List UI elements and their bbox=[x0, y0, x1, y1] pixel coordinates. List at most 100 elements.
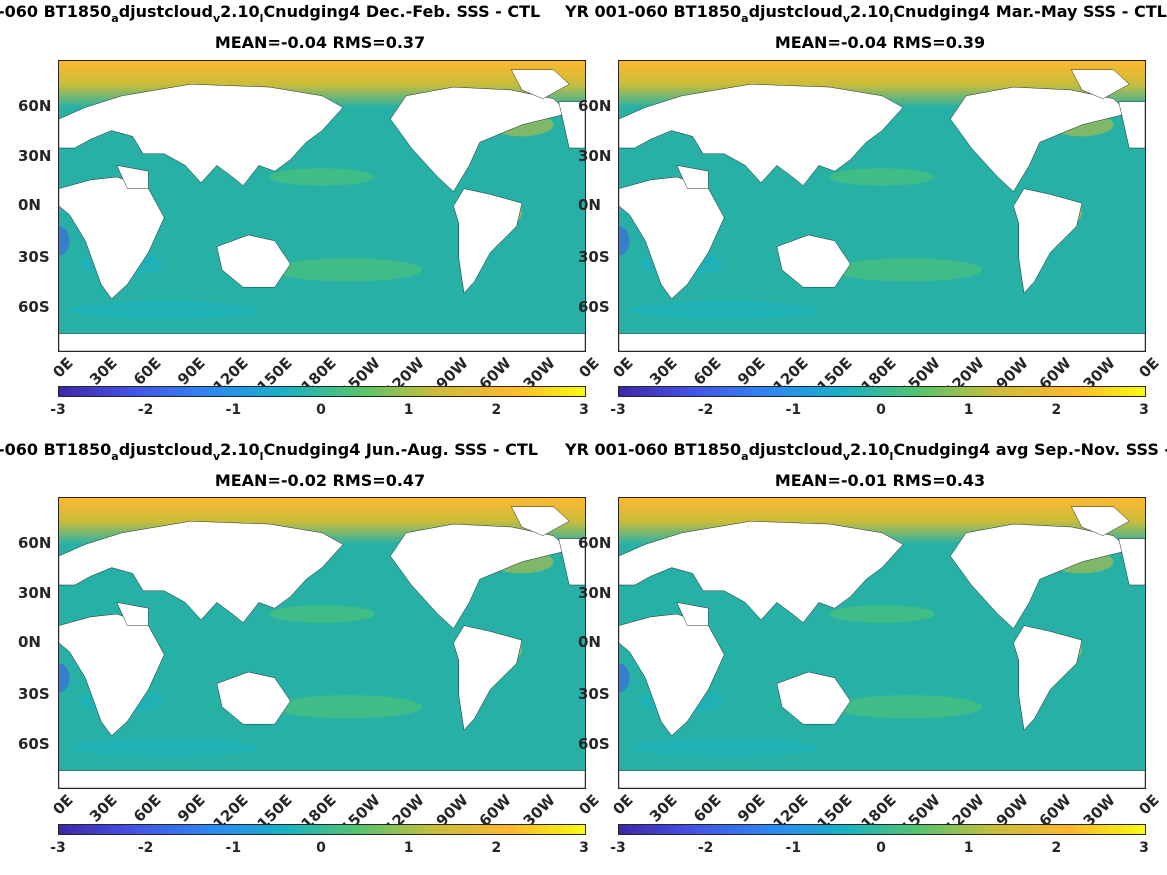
land-mass bbox=[777, 235, 851, 287]
land-mass bbox=[1071, 70, 1129, 99]
title-text: YR 001-060 BT1850 bbox=[565, 2, 742, 21]
anomaly-patch bbox=[829, 168, 935, 186]
lat-tick-label: 60N bbox=[18, 97, 52, 116]
title-subscript: a bbox=[741, 12, 749, 25]
lat-tick-label: 30N bbox=[578, 583, 612, 602]
lon-tick-label: 90E bbox=[733, 354, 769, 389]
title-text: Cnudging4 avg Sep.-Nov. SSS - CTL bbox=[893, 440, 1167, 459]
title-subscript: l bbox=[889, 12, 894, 25]
colorbar-tick-label: -3 bbox=[610, 840, 626, 856]
land-mass bbox=[390, 87, 569, 191]
colorbar-tick-label: 3 bbox=[1139, 840, 1149, 856]
title-text: djustcloud bbox=[748, 440, 843, 459]
colorbar-tick-label: -1 bbox=[225, 402, 242, 418]
map-plot bbox=[618, 497, 1146, 789]
lon-tick-label: 30E bbox=[645, 791, 681, 826]
land-mass bbox=[1014, 189, 1082, 293]
land-mass bbox=[217, 235, 291, 287]
lat-tick-label: 30N bbox=[18, 146, 52, 165]
title-text: -060 BT1850 bbox=[0, 2, 112, 21]
panel-title: -060 BT1850adjustcloudv2.10lCnudging4 De… bbox=[0, 2, 540, 25]
panel-title: -060 BT1850adjustcloudv2.10lCnudging4 Ju… bbox=[0, 440, 538, 463]
colorbar-tick-label: 2 bbox=[491, 402, 502, 418]
land-mass bbox=[1071, 507, 1129, 536]
land-mass bbox=[1119, 102, 1145, 148]
map-plot bbox=[58, 60, 586, 352]
land-mass bbox=[559, 539, 585, 585]
title-subscript: v bbox=[213, 12, 221, 25]
land-mass bbox=[619, 177, 724, 299]
lon-tick-label: 60E bbox=[129, 791, 165, 826]
title-text: 2.10 bbox=[220, 440, 260, 459]
panel-title: YR 001-060 BT1850adjustcloudv2.10lCnudgi… bbox=[565, 2, 1167, 25]
colorbar-tick-label: -3 bbox=[50, 840, 66, 856]
colorbar-tick-label: -2 bbox=[137, 840, 154, 856]
title-text: djustcloud bbox=[118, 440, 213, 459]
panel-stats: MEAN=-0.04 RMS=0.39 bbox=[774, 33, 986, 52]
title-subscript: v bbox=[842, 12, 851, 25]
panel-stats: MEAN=-0.02 RMS=0.47 bbox=[214, 471, 426, 490]
lon-tick-label: 0E bbox=[1135, 354, 1163, 382]
land-mass bbox=[59, 84, 343, 186]
lat-tick-label: 0N bbox=[578, 196, 601, 214]
land-mass bbox=[511, 507, 569, 536]
land-mass bbox=[950, 87, 1129, 191]
colorbar-tick-label: -1 bbox=[785, 402, 802, 418]
lat-tick-label: 30S bbox=[578, 685, 610, 704]
anomaly-patch bbox=[619, 663, 630, 693]
title-subscript: v bbox=[213, 450, 221, 463]
map-svg bbox=[59, 61, 585, 351]
colorbar-tick-label: 0 bbox=[316, 402, 326, 418]
colorbar-tick-label: -3 bbox=[610, 402, 626, 418]
lat-tick-label: 0N bbox=[18, 196, 41, 214]
land-mass bbox=[677, 165, 709, 188]
land-mass bbox=[619, 614, 724, 736]
title-subscript: l bbox=[259, 450, 264, 463]
panel-stats: MEAN=-0.01 RMS=0.43 bbox=[774, 471, 986, 490]
land-mass bbox=[619, 771, 1145, 788]
colorbar-tick-label: 0 bbox=[876, 840, 886, 856]
lon-tick-label: 30E bbox=[645, 354, 681, 389]
colorbar bbox=[58, 824, 586, 835]
anomaly-patch bbox=[274, 695, 422, 719]
lon-tick-label: 60E bbox=[689, 791, 725, 826]
colorbar-tick-label: -1 bbox=[785, 840, 802, 856]
land-mass bbox=[117, 602, 149, 625]
colorbar-tick-label: 3 bbox=[579, 840, 589, 856]
lat-tick-label: 30N bbox=[578, 146, 612, 165]
land-mass bbox=[1119, 539, 1145, 585]
lat-tick-label: 60N bbox=[18, 534, 52, 553]
map-svg bbox=[619, 61, 1145, 351]
anomaly-patch bbox=[829, 605, 935, 623]
anomaly-patch bbox=[269, 168, 375, 186]
colorbar-tick-label: 1 bbox=[403, 840, 414, 856]
title-text: 2.10 bbox=[220, 2, 260, 21]
colorbar-tick-label: -2 bbox=[697, 402, 714, 418]
colorbar-tick-label: 3 bbox=[1139, 402, 1149, 418]
lon-tick-label: 60E bbox=[689, 354, 725, 389]
anomaly-patch bbox=[834, 695, 982, 719]
land-mass bbox=[1014, 626, 1082, 730]
colorbar-tick-label: -2 bbox=[697, 840, 714, 856]
colorbar-tick-label: 2 bbox=[1051, 840, 1062, 856]
title-text: 2.10 bbox=[850, 2, 890, 21]
land-mass bbox=[59, 521, 343, 623]
lon-tick-label: 0E bbox=[49, 354, 77, 382]
land-mass bbox=[950, 524, 1129, 628]
lon-tick-label: 0E bbox=[1135, 791, 1163, 819]
colorbar-tick-label: 1 bbox=[963, 402, 974, 418]
land-mass bbox=[677, 602, 709, 625]
lat-tick-label: 60S bbox=[18, 734, 50, 753]
land-mass bbox=[777, 672, 851, 724]
land-mass bbox=[619, 84, 903, 186]
anomaly-patch bbox=[629, 738, 819, 757]
lat-tick-label: 30S bbox=[18, 248, 50, 267]
anomaly-patch bbox=[274, 258, 422, 282]
colorbar bbox=[58, 386, 586, 397]
title-subscript: l bbox=[889, 450, 894, 463]
land-mass bbox=[59, 771, 585, 788]
lon-tick-label: 30E bbox=[85, 354, 121, 389]
map-plot bbox=[618, 60, 1146, 352]
colorbar-tick-label: 0 bbox=[876, 402, 886, 418]
colorbar-tick-label: 3 bbox=[579, 402, 589, 418]
